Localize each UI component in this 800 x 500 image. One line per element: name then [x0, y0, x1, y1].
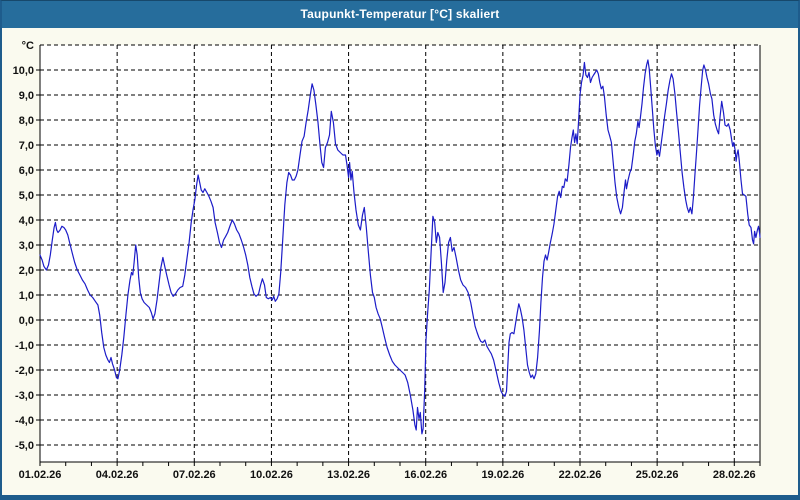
svg-text:7,0: 7,0	[19, 140, 34, 152]
svg-text:6,0: 6,0	[19, 165, 34, 177]
svg-text:1,0: 1,0	[19, 290, 34, 302]
svg-text:5,0: 5,0	[19, 190, 34, 202]
svg-text:-2,0: -2,0	[15, 365, 34, 377]
svg-text:07.02.26: 07.02.26	[173, 469, 216, 481]
svg-text:13.02.26: 13.02.26	[327, 469, 370, 481]
svg-text:04.02.26: 04.02.26	[96, 469, 139, 481]
svg-text:2,0: 2,0	[19, 265, 34, 277]
svg-text:-3,0: -3,0	[15, 390, 34, 402]
title-bar: Taupunkt-Temperatur [°C] skaliert	[0, 0, 800, 28]
svg-text:28.02.26: 28.02.26	[713, 469, 756, 481]
svg-text:0,0: 0,0	[19, 315, 34, 327]
svg-text:25.02.26: 25.02.26	[636, 469, 679, 481]
svg-text:19.02.26: 19.02.26	[481, 469, 524, 481]
svg-text:16.02.26: 16.02.26	[404, 469, 447, 481]
svg-text:8,0: 8,0	[19, 115, 34, 127]
svg-text:01.02.26: 01.02.26	[19, 469, 62, 481]
svg-text:-4,0: -4,0	[15, 415, 34, 427]
svg-text:3,0: 3,0	[19, 240, 34, 252]
svg-text:10.02.26: 10.02.26	[250, 469, 293, 481]
svg-text:4,0: 4,0	[19, 215, 34, 227]
svg-text:°C: °C	[22, 40, 34, 52]
svg-text:22.02.26: 22.02.26	[559, 469, 602, 481]
svg-text:10,0: 10,0	[13, 65, 34, 77]
svg-text:9,0: 9,0	[19, 90, 34, 102]
svg-text:-1,0: -1,0	[15, 340, 34, 352]
svg-text:-5,0: -5,0	[15, 440, 34, 452]
chart-title: Taupunkt-Temperatur [°C] skaliert	[300, 7, 500, 21]
